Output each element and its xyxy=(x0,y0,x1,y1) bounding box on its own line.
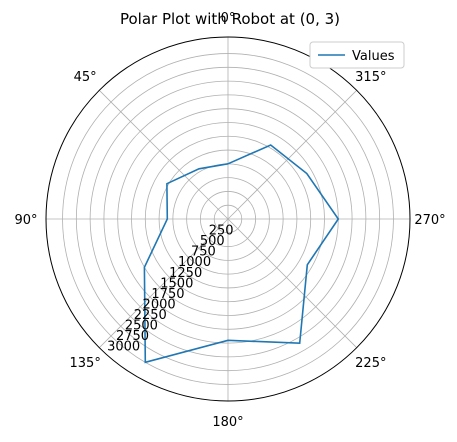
theta-gridline-45 xyxy=(99,90,229,220)
label-layer: 0° 45° 90° 135° 180° 225° 270° 315° 250500750100… xyxy=(14,11,445,430)
theta-tick-label: 315° xyxy=(355,70,386,85)
polar-frame xyxy=(45,36,411,402)
r-tick-label: 2500 xyxy=(125,319,158,334)
theta-gridline-225 xyxy=(227,218,357,348)
theta-tick-label: 270° xyxy=(414,213,445,228)
theta-gridline-315 xyxy=(227,90,357,220)
r-tick-label: 2250 xyxy=(134,308,167,323)
chart-title: Polar Plot with Robot at (0, 3) xyxy=(120,10,340,28)
r-tick-label: 500 xyxy=(200,234,225,249)
r-tick-label: 1500 xyxy=(160,276,193,291)
grid-layer xyxy=(46,37,410,401)
r-tick-label: 1250 xyxy=(169,266,202,281)
series-layer xyxy=(143,144,340,364)
r-tick-label: 3000 xyxy=(107,340,140,355)
r-tick-label: 2750 xyxy=(116,329,149,344)
theta-tick-label: 135° xyxy=(70,356,101,371)
r-tick-label: 250 xyxy=(209,224,234,239)
legend-label-values: Values xyxy=(352,49,395,64)
theta-tick-label: 0° xyxy=(221,11,236,26)
r-tick-label: 1750 xyxy=(151,287,184,302)
r-tick-label: 1000 xyxy=(178,255,211,270)
theta-tick-label: 225° xyxy=(355,356,386,371)
theta-gridline-135 xyxy=(99,218,229,348)
series-line-0 xyxy=(143,144,340,364)
legend-box xyxy=(309,41,405,69)
r-tick-label: 750 xyxy=(191,245,216,260)
theta-tick-label: 180° xyxy=(212,415,243,430)
legend: Values xyxy=(309,41,405,69)
r-tick-label: 2000 xyxy=(143,297,176,312)
theta-tick-label: 45° xyxy=(74,70,97,85)
theta-tick-label: 90° xyxy=(14,213,37,228)
